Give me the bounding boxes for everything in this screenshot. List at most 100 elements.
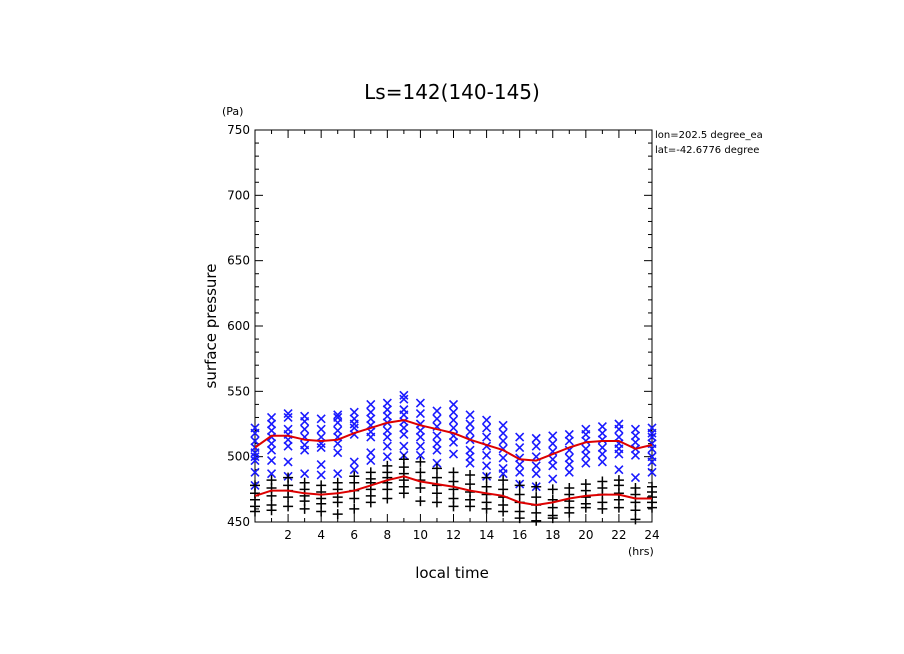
data-point-x [548,474,558,484]
data-point-x [300,469,310,479]
data-point-x [597,435,607,445]
data-point-plus [266,505,277,516]
data-point-plus [382,493,393,504]
x-tick-label: 4 [317,528,325,542]
data-point-x [564,467,574,477]
x-tick-label: 2 [284,528,292,542]
data-point-plus [597,503,608,514]
data-point-x [614,465,624,475]
data-point-plus [498,506,509,517]
data-point-plus [465,501,476,512]
data-point-x [415,441,425,451]
data-point-x [366,399,376,409]
data-point-x [399,416,409,426]
x-tick-label: 20 [578,528,593,542]
data-point-plus [415,456,426,467]
data-point-x [647,428,657,438]
data-point-x [515,467,525,477]
data-point-x [399,441,409,451]
data-point-x [366,407,376,417]
data-point-x [266,469,277,479]
data-point-x [250,428,260,438]
data-point-x [432,458,442,468]
data-point-x [399,423,409,433]
data-point-x [415,425,425,436]
data-point-x [515,432,525,442]
data-point-x [399,429,409,440]
y-tick-label: 500 [227,450,250,464]
data-point-x [581,444,591,454]
data-point-x [266,456,277,466]
data-point-x [382,432,392,442]
data-point-plus [547,513,558,524]
data-point-plus [349,503,360,514]
data-point-x [316,459,326,470]
data-point-x [482,461,492,471]
data-point-x [614,424,624,434]
data-point-x [366,448,376,458]
x-tick-label: 14 [479,528,494,542]
data-point-x [266,412,277,423]
data-point-x [432,406,442,416]
y-unit-label: (Pa) [222,105,243,118]
data-point-plus [547,484,558,495]
data-point-x [597,428,607,438]
data-point-plus [398,488,409,499]
data-point-x [482,415,492,425]
data-point-plus [498,475,509,486]
data-point-x [465,427,475,437]
data-point-plus [332,509,343,520]
data-point-x [415,408,425,419]
y-tick-label: 550 [227,384,250,398]
data-point-x [266,439,277,449]
data-point-x [316,432,326,442]
data-point-x [250,436,260,446]
data-point-x [630,424,641,434]
data-point-plus [299,503,310,514]
mean-curve-3 [254,475,652,506]
data-point-x [614,432,624,442]
data-point-x [465,452,475,462]
x-tick-label: 8 [384,528,392,542]
data-point-x [647,432,657,442]
data-point-x [316,442,326,453]
data-point-x [382,398,392,408]
data-point-x [382,425,392,436]
data-point-x [482,432,492,442]
data-point-plus [365,497,376,508]
data-point-plus [415,483,426,494]
data-point-x [266,419,277,429]
data-point-x [432,445,442,455]
data-point-x [382,405,392,415]
data-point-plus [316,506,327,517]
data-point-x [630,437,641,447]
x-tick-label: 18 [545,528,560,542]
data-point-plus [531,515,542,526]
x-tick-label: 24 [644,528,659,542]
data-point-plus [448,467,459,478]
x-unit-label: (hrs) [628,545,654,558]
data-point-x [531,433,541,443]
data-point-x [498,420,508,430]
data-point-x [647,457,657,467]
data-point-x [250,448,260,458]
data-point-x [448,423,459,433]
data-point-x [531,469,541,479]
data-point-x [564,429,574,440]
data-point-plus [266,490,277,501]
data-point-x [614,449,624,459]
data-point-x [531,461,541,471]
data-point-x [448,437,459,447]
data-point-x [548,439,558,449]
data-point-plus [250,506,260,517]
data-point-x [333,469,343,479]
data-point-x [283,441,293,451]
data-point-plus [332,497,343,508]
data-point-x [316,414,326,424]
data-point-x [531,441,541,451]
data-point-x [333,418,343,428]
data-point-x [515,453,525,463]
data-point-x [366,414,376,424]
data-point-x [498,469,508,479]
y-tick-label: 650 [227,254,250,268]
